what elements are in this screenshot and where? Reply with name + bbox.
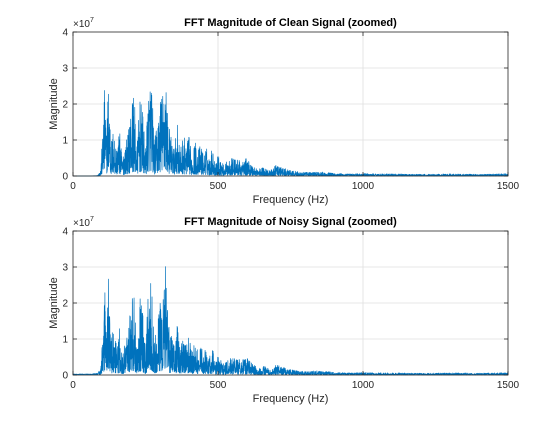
chart-title: FFT Magnitude of Noisy Signal (zoomed) (184, 216, 397, 228)
x-tick-label: 500 (210, 380, 227, 391)
x-tick-label: 500 (210, 181, 227, 192)
y-tick-label: 4 (62, 227, 68, 238)
x-tick-label: 1500 (497, 380, 520, 391)
y-exponent-label: ×107 (73, 216, 94, 229)
axes-2: 0 500 1000 1500 0 1 2 3 4 ×107 FFT Magnitude of No… (48, 216, 520, 405)
y-exponent-value: 7 (90, 17, 94, 24)
axes-1: 0 500 1000 1500 0 1 2 3 4 ×107 FFT Magnitude of Cl… (48, 17, 520, 206)
x-axis-label: Frequency (Hz) (253, 194, 329, 206)
chart-title: FFT Magnitude of Clean Signal (zoomed) (184, 17, 397, 29)
y-tick-label: 2 (62, 299, 68, 310)
x-tick-label: 1000 (352, 181, 375, 192)
y-axis-label: Magnitude (48, 277, 60, 328)
y-tick-label: 3 (62, 64, 68, 75)
y-tick-label: 1 (62, 136, 68, 147)
x-tick-label: 0 (70, 181, 76, 192)
y-exponent-value: 7 (90, 216, 94, 223)
fft-magnitude-line (72, 266, 509, 376)
x-tick-label: 0 (70, 380, 76, 391)
y-tick-label: 3 (62, 263, 68, 274)
x-tick-label: 1000 (352, 380, 375, 391)
y-tick-label: 1 (62, 335, 68, 346)
y-tick-label: 4 (62, 28, 68, 39)
x-tick-label: 1500 (497, 181, 520, 192)
x-axis-label: Frequency (Hz) (253, 393, 329, 405)
y-tick-label: 0 (62, 172, 68, 183)
y-tick-label: 2 (62, 100, 68, 111)
y-axis-label: Magnitude (48, 78, 60, 129)
y-exponent-label: ×107 (73, 17, 94, 30)
y-tick-label: 0 (62, 371, 68, 382)
